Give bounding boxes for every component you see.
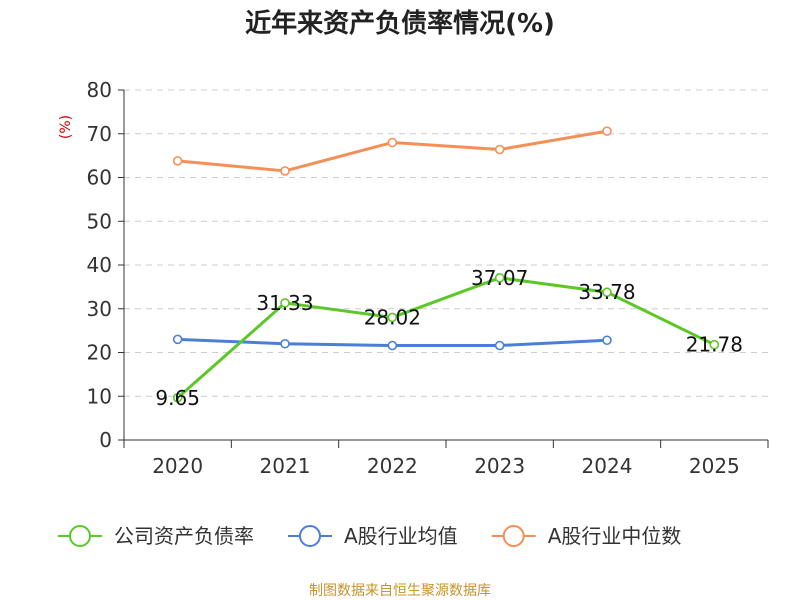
legend: 公司资产负债率 A股行业均值 A股行业中位数 <box>58 524 681 548</box>
data-label: 33.78 <box>578 280 635 304</box>
y-tick-label: 50 <box>87 209 112 233</box>
legend-label: 公司资产负债率 <box>114 524 254 548</box>
data-point <box>280 338 290 349</box>
data-label: 31.33 <box>256 291 313 315</box>
chart-title: 近年来资产负债率情况(%) <box>245 8 555 39</box>
data-point <box>172 392 183 403</box>
data-point <box>172 334 183 345</box>
legend-swatch-marker <box>299 525 321 547</box>
data-point <box>280 166 290 176</box>
y-tick-label: 0 <box>99 428 112 452</box>
data-point <box>494 340 505 351</box>
series-line <box>176 129 609 173</box>
ticks: 0 10 20 30 40 50 60 70 80 2020 2021 2022 2023 2024 202… <box>87 78 769 478</box>
x-tick-label: 2021 <box>260 454 311 478</box>
y-tick-label: 80 <box>87 78 112 102</box>
grid <box>124 89 768 397</box>
data-point <box>387 340 398 351</box>
x-tick-label: 2025 <box>689 454 740 478</box>
x-tick-label: 2020 <box>152 454 203 478</box>
series-line <box>176 276 716 400</box>
data-point <box>494 144 505 155</box>
x-tick-label: 2024 <box>582 454 633 478</box>
data-point <box>602 126 612 136</box>
data-label: 37.07 <box>471 266 528 290</box>
data-labels: 9.65 31.33 28.02 37.07 33.78 21.78 <box>155 266 743 410</box>
data-label: 28.02 <box>364 305 421 329</box>
source-note: 制图数据来自恒生聚源数据库 <box>309 583 491 599</box>
y-tick-label: 30 <box>87 297 112 321</box>
legend-label: A股行业均值 <box>344 524 458 548</box>
data-point <box>387 137 398 148</box>
y-tick-label: 70 <box>87 122 112 146</box>
x-tick-label: 2023 <box>474 454 525 478</box>
legend-label: A股行业中位数 <box>548 524 682 548</box>
data-point <box>709 339 720 350</box>
y-axis-label: (%) <box>58 115 74 139</box>
data-label: 9.65 <box>155 386 200 410</box>
data-point <box>387 312 398 323</box>
data-point <box>172 156 183 166</box>
legend-swatch-marker <box>69 525 91 547</box>
legend-swatch-marker <box>502 525 525 547</box>
data-point <box>494 273 505 283</box>
data-label: 21.78 <box>686 333 743 357</box>
y-tick-label: 60 <box>87 166 112 190</box>
x-tick-label: 2022 <box>367 454 418 478</box>
data-point <box>602 287 612 298</box>
y-tick-label: 10 <box>87 384 112 408</box>
y-tick-label: 20 <box>87 341 112 365</box>
y-tick-label: 40 <box>87 253 112 277</box>
data-point <box>602 335 612 346</box>
data-point <box>280 298 290 308</box>
series <box>172 126 720 403</box>
